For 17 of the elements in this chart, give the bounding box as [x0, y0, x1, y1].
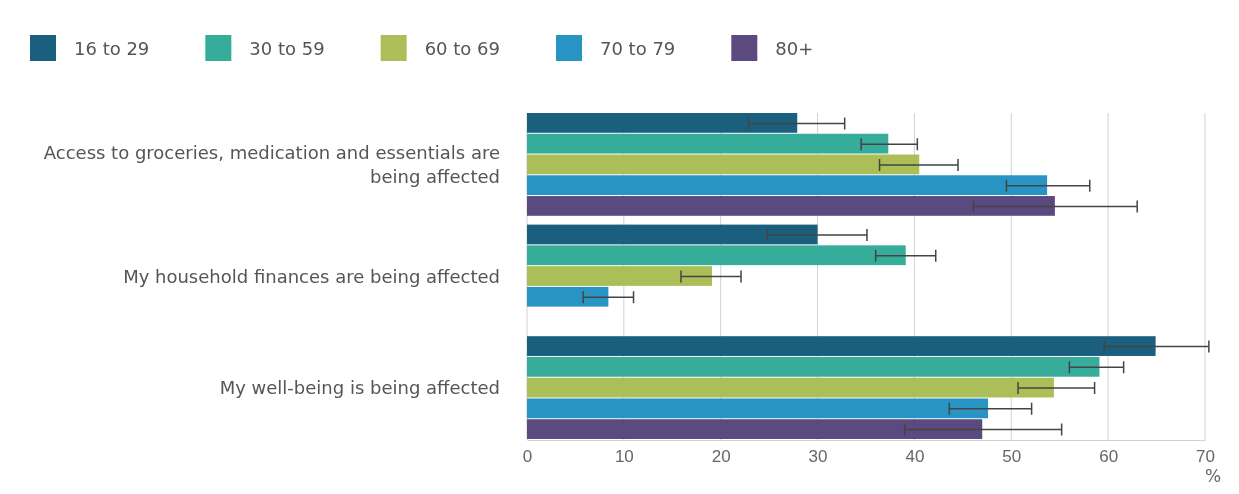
x-tick-label: 40 [905, 447, 925, 467]
y-tick-label: My household finances are being affected [123, 265, 500, 287]
y-tick-label: Access to groceries, medication and essentials are being affected [43, 141, 500, 187]
x-tick-label: 20 [711, 447, 731, 467]
legend-label: 30 to 59 [249, 38, 325, 59]
x-tick-label: 30 [808, 447, 828, 467]
legend-label: 60 to 69 [424, 38, 500, 59]
x-tick-label: 70 [1196, 447, 1215, 467]
x-tick-label: 50 [1002, 447, 1022, 467]
x-axis-title: % [1204, 466, 1222, 486]
y-tick-label: My well-being is being affected [219, 377, 500, 399]
legend-label: 16 to 29 [74, 38, 150, 59]
legend-label: 80+ [775, 38, 814, 59]
x-tick-label: 60 [1099, 447, 1119, 467]
legend-label: 70 to 79 [599, 38, 676, 59]
x-tick-label: 0 [522, 447, 533, 467]
x-tick-label: 10 [614, 447, 634, 467]
